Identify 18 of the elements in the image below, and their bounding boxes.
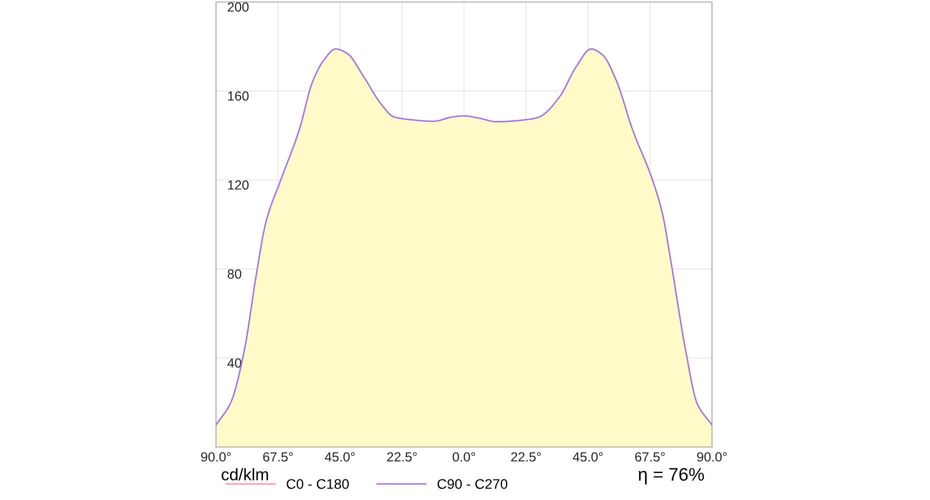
x-tick-label: 0.0°	[452, 452, 476, 462]
x-tick-label: 45.0°	[324, 452, 355, 462]
legend-label: C0 - C180	[286, 479, 349, 489]
y-tick-label: 200	[228, 2, 249, 12]
text: η = 76%	[638, 468, 704, 484]
x-tick-label: 67.5°	[635, 452, 665, 462]
x-tick-label: 22.5°	[511, 452, 541, 462]
x-tick-label: 22.5°	[387, 452, 417, 462]
x-tick-label: 90.0°	[697, 452, 727, 462]
x-tick-label: 90.0°	[201, 452, 231, 462]
y-tick-label: 40	[227, 358, 242, 368]
y-tick-label: 80	[228, 269, 242, 279]
y-tick-label: 120	[228, 180, 249, 190]
y-tick-label: 160	[228, 91, 249, 101]
x-tick-label: 45.0°	[572, 452, 603, 462]
text: cd/klm	[222, 468, 268, 480]
legend-label: C90 - C270	[438, 479, 508, 489]
x-tick-label: 67.5°	[263, 452, 293, 462]
